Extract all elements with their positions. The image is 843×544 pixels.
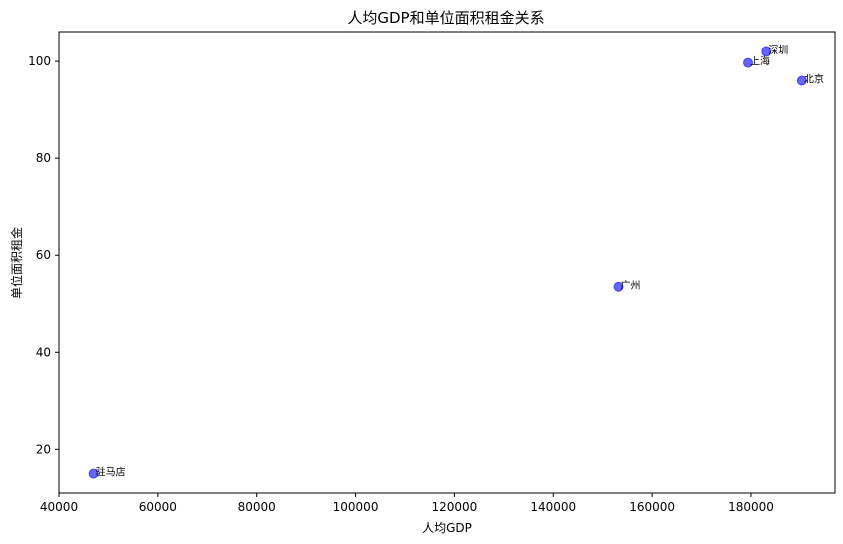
point-label: 北京 xyxy=(804,73,824,86)
y-axis-ticks: 20 40 60 80 100 xyxy=(28,54,59,456)
x-tick-label: 40000 xyxy=(40,500,78,514)
scatter-point xyxy=(796,75,807,86)
y-tick-label: 60 xyxy=(36,248,51,262)
x-tick-label: 60000 xyxy=(139,500,177,514)
x-axis-label: 人均GDP xyxy=(422,521,472,535)
x-tick-label: 140000 xyxy=(530,500,576,514)
x-tick-label: 180000 xyxy=(728,500,774,514)
y-tick-label: 100 xyxy=(28,54,51,68)
scatter-point xyxy=(761,46,772,57)
y-axis-label: 单位面积租金 xyxy=(9,227,24,299)
y-tick-label: 40 xyxy=(36,345,51,359)
point-label: 驻马店 xyxy=(96,466,126,479)
chart-title: 人均GDP和单位面积租金关系 xyxy=(347,9,544,27)
point-label: 深圳 xyxy=(768,44,788,56)
scatter-point xyxy=(613,281,624,292)
y-tick-label: 20 xyxy=(36,442,51,456)
y-tick-label: 80 xyxy=(36,151,51,165)
x-axis-ticks: 40000 60000 80000 100000 120000 140000 160000 1… xyxy=(40,493,774,514)
point-label: 广州 xyxy=(621,280,641,292)
scatter-point xyxy=(88,468,99,479)
plot-area-frame xyxy=(58,31,836,494)
x-tick-label: 160000 xyxy=(629,500,675,514)
x-tick-label: 120000 xyxy=(432,500,478,514)
scatter-point xyxy=(743,57,754,68)
data-points xyxy=(88,46,807,479)
x-tick-label: 100000 xyxy=(333,500,379,514)
point-label: 上海 xyxy=(750,55,770,68)
x-tick-label: 80000 xyxy=(238,500,276,514)
